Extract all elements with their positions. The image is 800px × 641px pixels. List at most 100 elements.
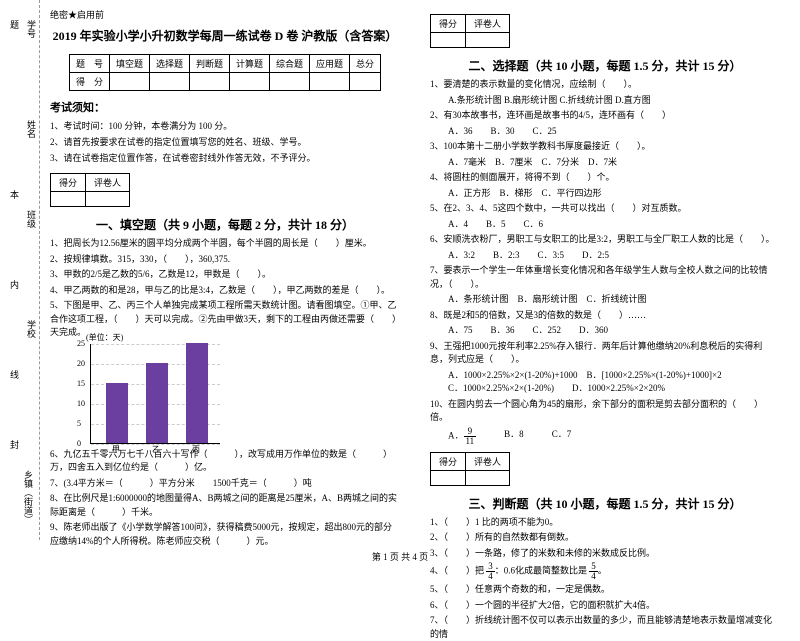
cell [109,73,149,91]
judge-q: 1、（ ）1 比的两项不能为0。 [430,516,780,530]
score-mini-table: 得分评卷人 [430,452,510,486]
notice-heading: 考试须知： [50,99,400,115]
choice-q-opts: A．36 B．30 C．25 [448,125,780,139]
side-mark: 题 [8,20,21,29]
cell: 填空题 [109,55,149,73]
cell [86,192,130,207]
cell: 评卷人 [466,15,510,33]
choice-q-stem: 5、在2、3、4、5这四个数中，一共可以找出（ ）对互质数。 [430,202,780,216]
choice-q-stem: 6、安顺洗衣粉厂，男职工与女职工的比是3:2，男职工与全厂职工人数的比是（ ）。 [430,233,780,247]
cell [51,192,86,207]
choice-q-stem: 8、既是2和5的倍数，又是3的倍数的数是（ ）…… [430,309,780,323]
side-mark: 内 [8,280,21,289]
choice-q-opts: A．3:2 B．2:3 C．3:5 D．2:5 [448,249,780,263]
chart-ytick: 15 [77,379,85,388]
cell: 总分 [350,55,381,73]
side-label: 班级 [25,210,38,228]
choice-q-opts: A．7毫米 B．7厘米 C．7分米 D．7米 [448,156,780,170]
score-mini-table: 得分评卷人 [50,173,130,207]
cell [350,73,381,91]
fill-q: 2、按规律填数。315，330，（ ），360,375. [50,253,400,267]
fill-q: 4、甲乙两数的和是28，甲与乙的比是3:4，乙数是（ ），甲乙两数的差是（ ）。 [50,284,400,298]
chart-ytick: 20 [77,359,85,368]
judge-q: 7、（ ）折线统计图不仅可以表示出数量的多少，而且能够清楚地表示数量增减变化的情 [430,614,780,641]
fraction: 911 [464,427,477,446]
fill-q: 6、九亿五千零六万七千八百六十写作（ ），改写成用万作单位的数是（ ）万，四舍五… [50,448,400,475]
cell: 得分 [431,452,466,470]
choice-q-stem: 7、要表示一个学生一年体重增长变化情况和各年级学生人数与全校人数之间的比较情况，… [430,264,780,291]
side-label: 学校 [25,320,38,338]
cell [431,33,466,48]
chart-xtick: 甲 [112,444,120,455]
choice-q-stem: 10、在圆内剪去一个圆心角为45的扇形，余下部分的面积是剪去部分面积的（ ）倍。 [430,398,780,425]
cell: 应用题 [310,55,350,73]
choice-q-opts: A．正方形 B．梯形 C．平行四边形 [448,187,780,201]
choice-q-opts: A．1000×2.25%×2×(1-20%)+1000 B．[1000×2.25… [448,369,780,396]
fill-q: 1、把周长为12.56厘米的圆平均分成两个半圆，每个半圆的周长是（ ）厘米。 [50,237,400,251]
cell [310,73,350,91]
side-label: 学号 [25,20,38,38]
choice-q-stem: 9、王强把1000元按年利率2.25%存入银行．两年后计算他缴纳20%利息税后的… [430,340,780,367]
judge-q: 2、（ ）所有的自然数都有倒数。 [430,531,780,545]
cell: 得分 [51,174,86,192]
judge-q: 6、（ ）一个圆的半径扩大2倍，它的面积就扩大4倍。 [430,599,780,613]
chart-ytick: 0 [77,439,81,448]
cell [149,73,189,91]
table-row: 题 号 填空题 选择题 判断题 计算题 综合题 应用题 总分 [69,55,380,73]
cell: 题 号 [69,55,109,73]
chart-ytick: 10 [77,399,85,408]
chart-ylabel: (单位：天) [86,332,123,343]
cell: 选择题 [149,55,189,73]
fill-q: 8、在比例尺是1:6000000的地图量得A、B两城之间的距离是25厘米，A、B… [50,492,400,519]
cell [466,33,510,48]
choice-q-opts: A．条形统计图 B．扇形统计图 C．折线统计图 [448,293,780,307]
cell: 得 分 [69,73,109,91]
fill-q: 7、(3.4平方米＝（ ）平方分米 1500千克＝（ ）吨 [50,477,400,491]
side-mark: 线 [8,370,21,379]
exam-title: 2019 年实验小学小升初数学每周一练试卷 D 卷 沪教版（含答案） [50,27,400,44]
side-mark: 封 [8,440,21,449]
choice-q-opts: A．911B．8C．7 [448,427,780,446]
cell [431,470,466,485]
notice-list: 1、考试时间：100 分钟，本卷满分为 100 分。 2、请首先按要求在试卷的指… [50,119,400,164]
cell: 评卷人 [466,452,510,470]
chart-bar [106,383,128,443]
choice-q-opts: A.条形统计图 B.扇形统计图 C.折线统计图 D.直方图 [448,94,780,108]
side-label: 乡镇（街道） [22,470,35,524]
judge-q: 5、（ ）任意两个奇数的和，一定是偶数。 [430,583,780,597]
cell [466,470,510,485]
score-mini-table: 得分评卷人 [430,14,510,48]
choice-q-stem: 1、要清楚的表示数量的变化情况，应绘制（ ）。 [430,78,780,92]
choice-q-opts: A．75 B．36 C．252 D．360 [448,324,780,338]
section-choice-title: 二、选择题（共 10 小题，每题 1.5 分，共计 15 分） [430,57,780,74]
cell [230,73,270,91]
choice-option: B．8 [504,427,524,446]
chart-xtick: 丙 [192,444,200,455]
side-label: 姓名 [25,120,38,138]
chart-ytick: 5 [77,419,81,428]
chart-ytick: 25 [77,339,85,348]
choice-q-opts: A．4 B．5 C．6 [448,218,780,232]
cell [270,73,310,91]
section-fill-title: 一、填空题（共 9 小题，每题 2 分，共计 18 分） [50,216,400,233]
notice-item: 1、考试时间：100 分钟，本卷满分为 100 分。 [50,119,400,132]
bar-chart: (单位：天) 0510152025甲乙丙 [90,344,220,444]
choice-q-stem: 3、100本第十二册小学数学教科书厚度最接近（ ）。 [430,140,780,154]
notice-item: 2、请首先按要求在试卷的指定位置填写您的姓名、班级、学号。 [50,135,400,148]
chart-bar [186,343,208,443]
cell: 评卷人 [86,174,130,192]
fill-q: 3、甲数的2/5是乙数的5/6，乙数是12，甲数是（ ）。 [50,268,400,282]
cell: 判断题 [189,55,229,73]
page-footer: 第 1 页 共 4 页 [0,550,800,563]
choice-q-stem: 2、有30本故事书，连环画是故事书的4/5，连环画有（ ） [430,109,780,123]
chart-bar [146,363,168,443]
binding-strip: 学号 姓名 班级 学校 乡镇（街道） 题 本 内 线 封 [0,0,40,540]
cell: 综合题 [270,55,310,73]
table-row: 得 分 [69,73,380,91]
notice-item: 3、请在试卷指定位置作答，在试卷密封线外作答无效，不予评分。 [50,151,400,164]
choice-option: A．911 [448,427,476,446]
confidential-label: 绝密★启用前 [50,8,400,21]
score-table: 题 号 填空题 选择题 判断题 计算题 综合题 应用题 总分 得 分 [69,54,381,91]
fill-q: 9、陈老师出版了《小学数学解答100问》，获得稿费5000元，按规定，超出800… [50,521,400,548]
chart-xtick: 乙 [152,444,160,455]
